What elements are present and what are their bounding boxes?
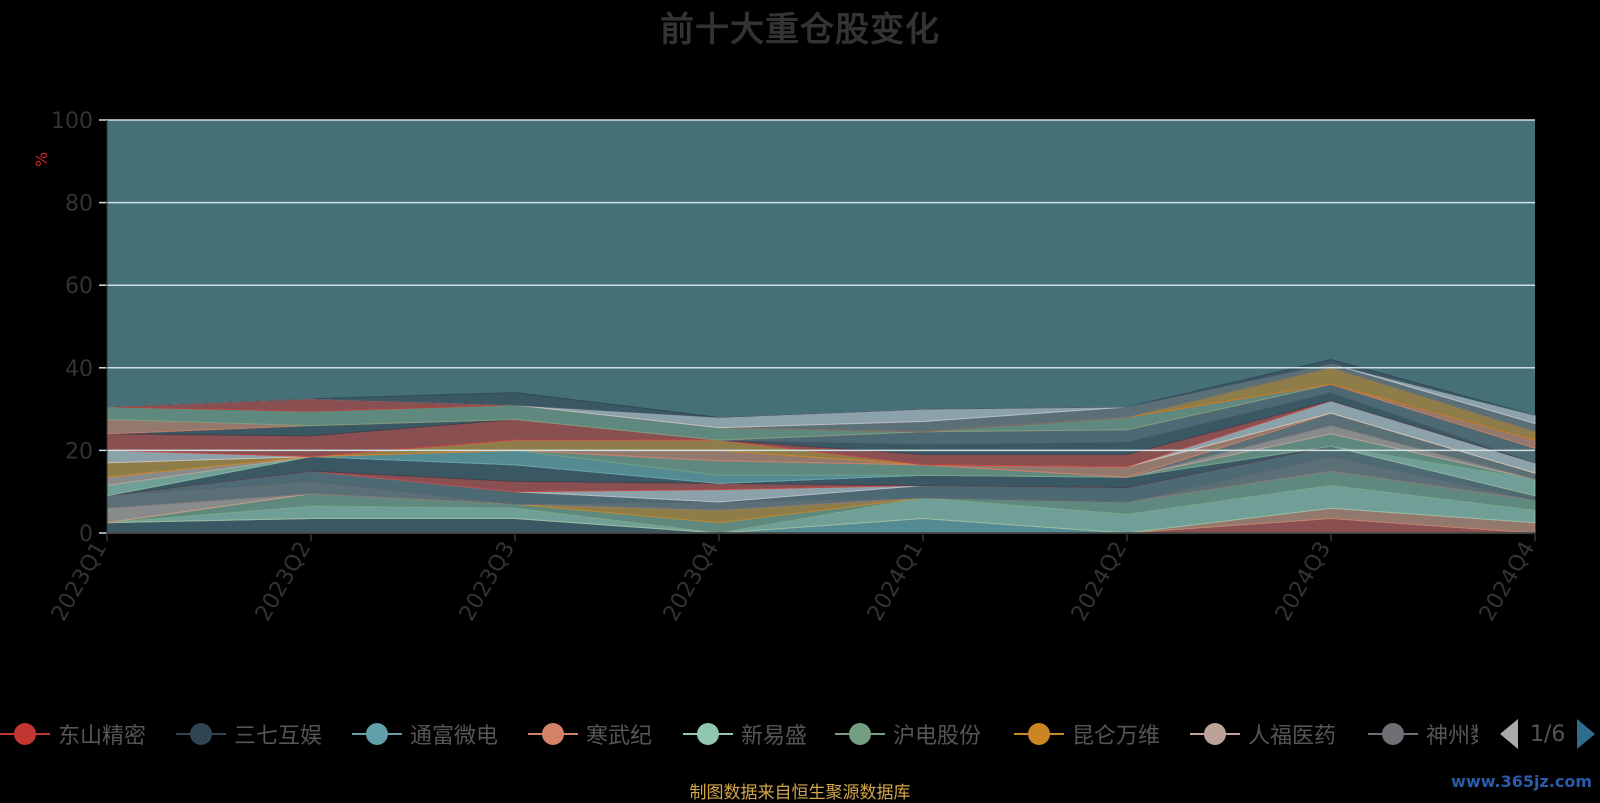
y-tick-label: 20 <box>65 439 93 464</box>
legend-item[interactable]: 神州数码 <box>1368 716 1478 752</box>
legend: 东山精密 三七互娱 通富微电 寒武纪 新易盛 沪电股份 昆仑万维 人福医药 神州数码 <box>0 716 1478 752</box>
legend-label: 神州数码 <box>1426 724 1478 749</box>
x-tick-label: 2024Q2 <box>1067 538 1132 626</box>
series-area-31 <box>106 358 1536 418</box>
legend-item[interactable]: 人福医药 <box>1190 716 1336 752</box>
legend-next-icon[interactable] <box>1577 719 1596 749</box>
watermark-logo: www.365jz.com <box>1451 772 1592 791</box>
y-tick-label: 60 <box>65 274 93 299</box>
legend-prev-icon[interactable] <box>1500 719 1518 749</box>
legend-label: 东山精密 <box>58 724 147 749</box>
x-tick-label: 2024Q4 <box>1475 538 1540 626</box>
legend-item[interactable]: 新易盛 <box>683 716 807 752</box>
legend-marker-icon <box>835 719 885 749</box>
x-tick-label: 2023Q2 <box>251 538 316 626</box>
x-tick-label: 2023Q1 <box>47 538 112 626</box>
chart-title: 前十大重仓股变化 <box>660 10 940 50</box>
legend-label: 昆仑万维 <box>1072 724 1161 749</box>
legend-label: 新易盛 <box>741 724 808 749</box>
legend-label: 通富微电 <box>410 724 499 749</box>
y-tick-label: 40 <box>65 357 93 382</box>
legend-label: 沪电股份 <box>893 724 982 749</box>
x-tick-label: 2024Q1 <box>863 538 928 626</box>
legend-marker-icon <box>528 719 578 749</box>
y-tick-label: 0 <box>79 522 93 547</box>
legend-item[interactable]: 沪电股份 <box>835 716 981 752</box>
y-tick-label: 80 <box>65 192 93 217</box>
legend-label: 人福医药 <box>1248 724 1337 749</box>
legend-marker-icon <box>1190 719 1240 749</box>
x-tick-label: 2024Q3 <box>1271 538 1336 626</box>
legend-marker-icon <box>683 719 733 749</box>
legend-item[interactable]: 三七互娱 <box>176 716 322 752</box>
x-tick-label: 2023Q3 <box>455 538 520 626</box>
legend-marker-icon <box>352 719 402 749</box>
legend-item[interactable]: 通富微电 <box>352 716 498 752</box>
legend-pager: 1/6 <box>1500 716 1600 752</box>
legend-marker-icon <box>176 719 226 749</box>
y-tick-label: 100 <box>51 109 93 134</box>
legend-label: 寒武纪 <box>586 724 653 749</box>
legend-marker-icon <box>1014 719 1064 749</box>
legend-item[interactable]: 昆仑万维 <box>1014 716 1160 752</box>
legend-marker-icon <box>0 719 50 749</box>
legend-item[interactable]: 寒武纪 <box>528 716 652 752</box>
source-note: 制图数据来自恒生聚源数据库 <box>689 783 911 803</box>
legend-item[interactable]: 东山精密 <box>0 716 146 752</box>
legend-label: 三七互娱 <box>234 724 323 749</box>
legend-marker-icon <box>1368 719 1418 749</box>
legend-page-indicator: 1/6 <box>1530 721 1566 747</box>
x-tick-label: 2023Q4 <box>659 538 724 626</box>
